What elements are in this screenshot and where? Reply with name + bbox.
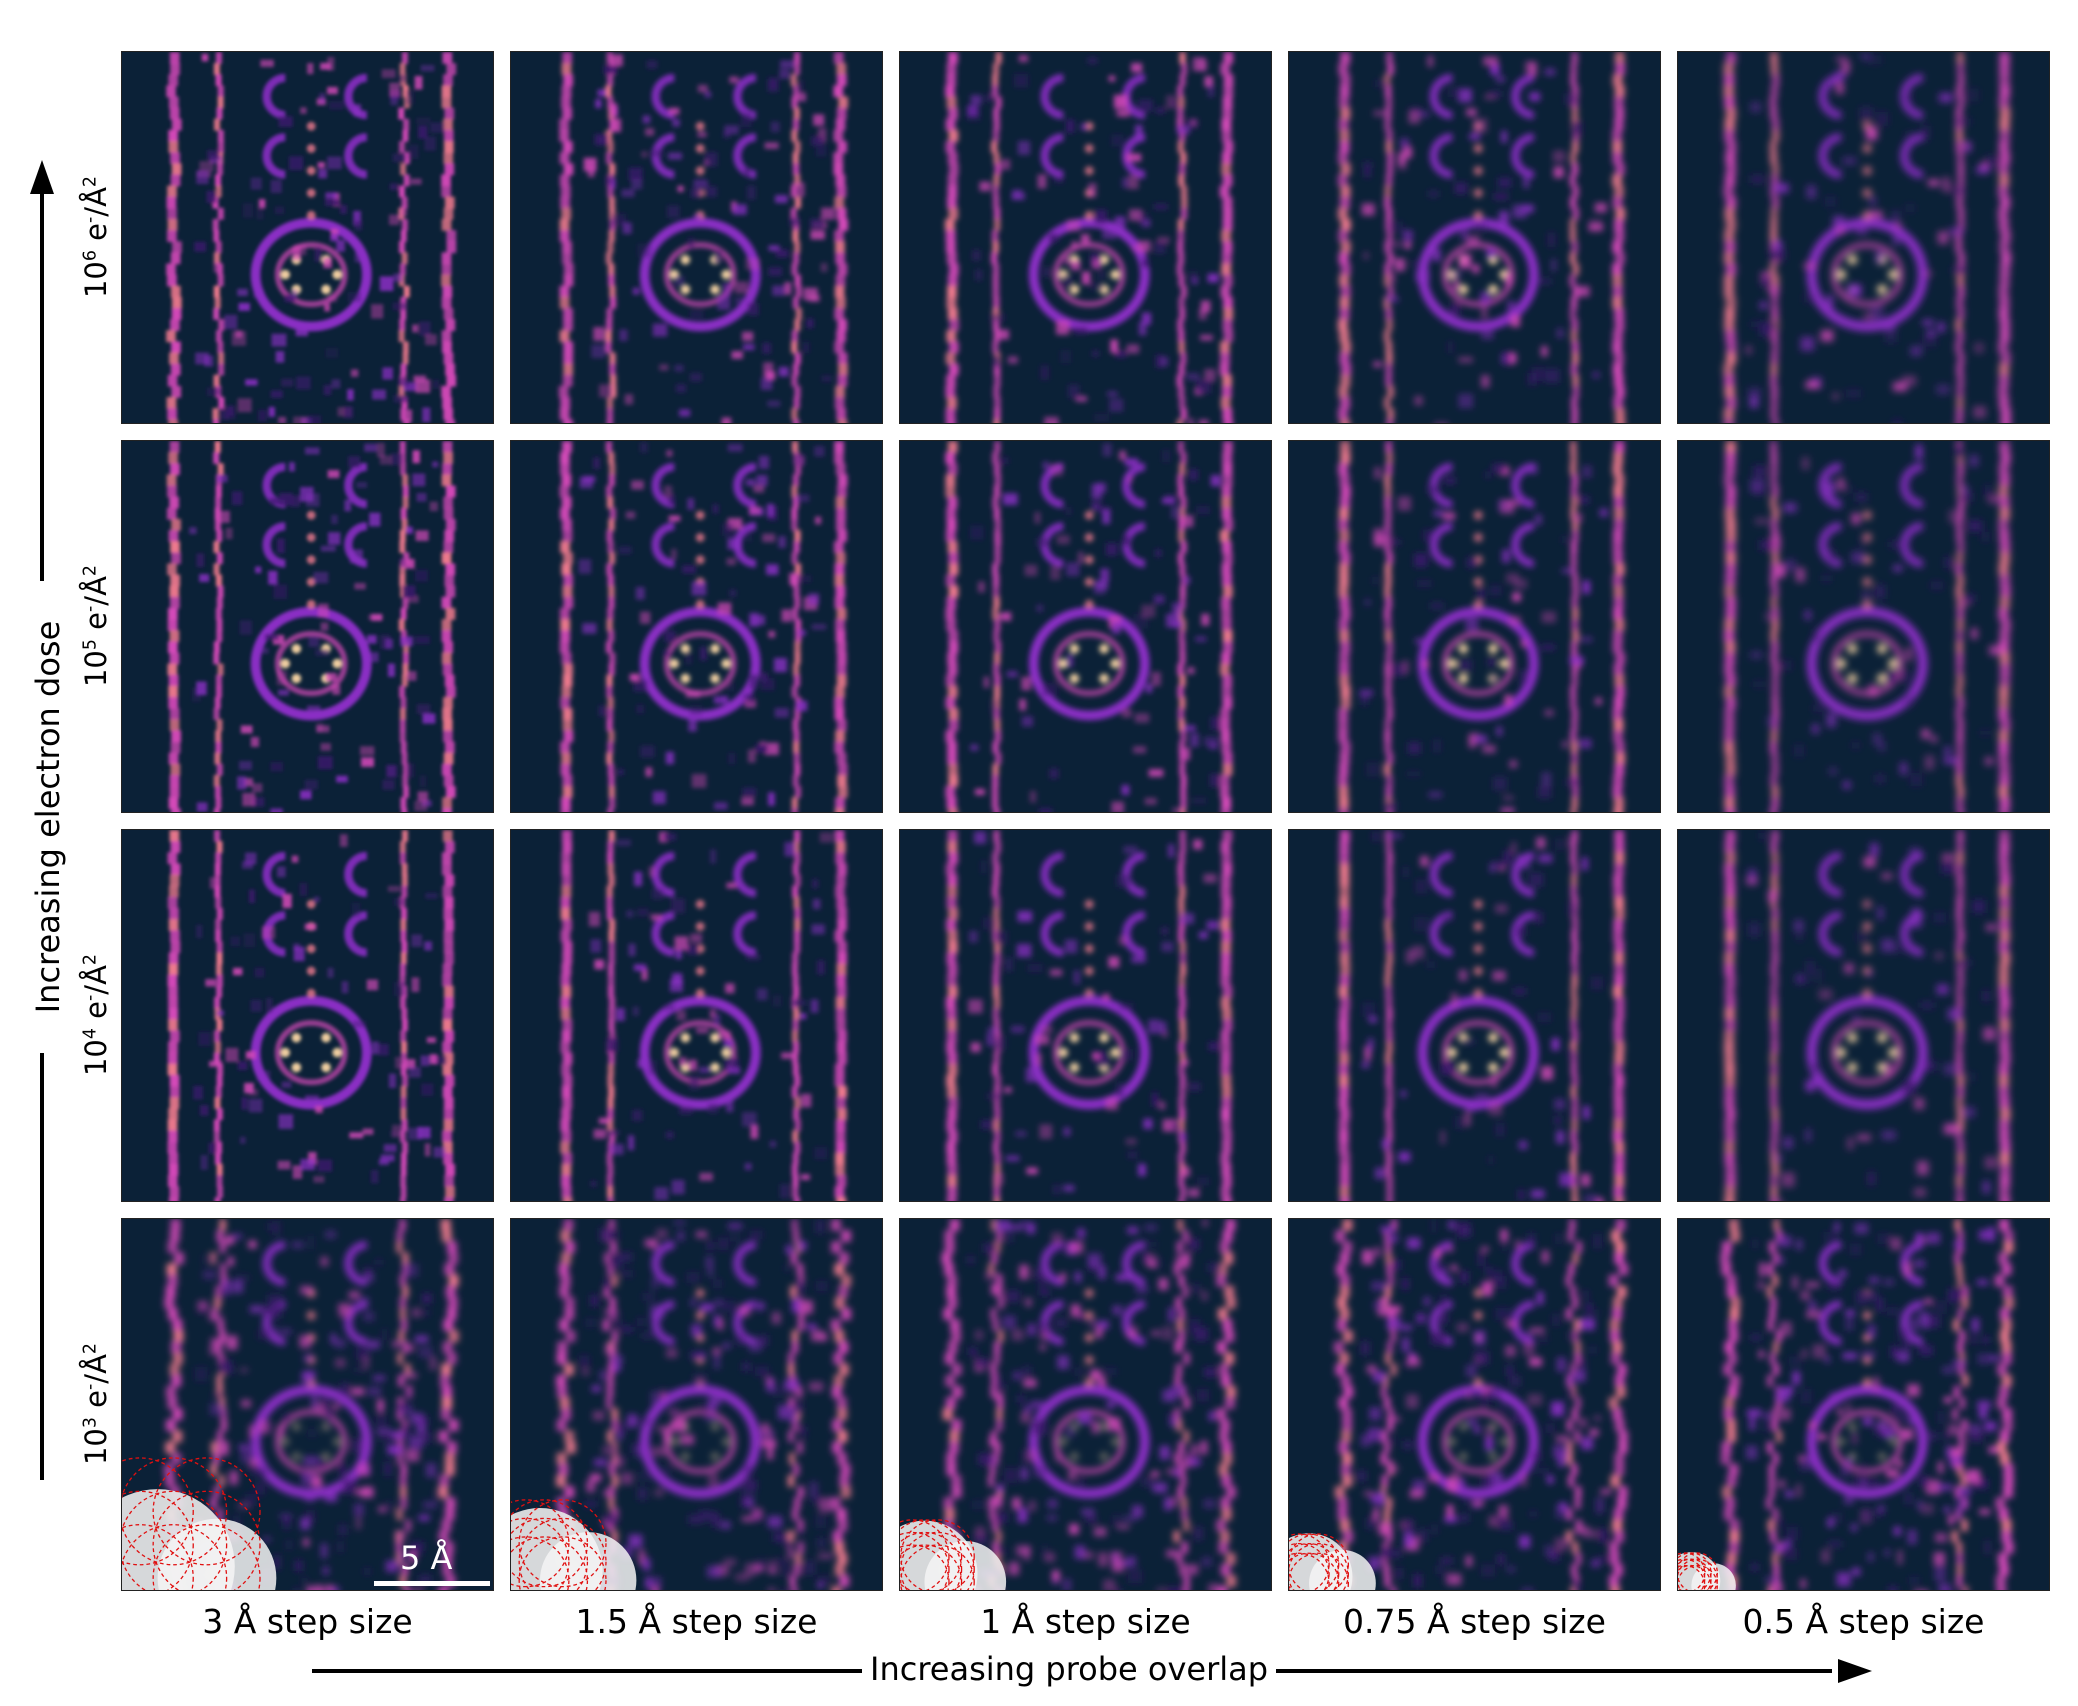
step-size-label-1: 3 Å step size [202,1602,413,1641]
dose-label-row-3: 104 e-/Å2 [79,953,113,1076]
scale-bar-label: 5 Å [400,1539,453,1577]
ptycho-panel-r1-c4 [1288,51,1661,424]
reconstruction-image [1678,1219,2049,1590]
reconstruction-image [900,830,1271,1201]
ptycho-panel-r2-c4 [1288,440,1661,813]
dose-label-row-2: 105 e-/Å2 [79,564,113,687]
reconstruction-image [511,1219,882,1590]
ptycho-panel-r4-c2 [510,1218,883,1591]
reconstruction-image [900,52,1271,423]
reconstruction-image [511,52,882,423]
step-size-label-3: 1 Å step size [980,1602,1191,1641]
dose-axis-label: Increasing electron dose [29,581,67,1053]
ptycho-panel-r4-c1: 5 Å [121,1218,494,1591]
ptycho-panel-r2-c3 [899,440,1272,813]
ptycho-panel-r4-c5 [1677,1218,2050,1591]
probe-overlay [1678,1552,1736,1590]
ptycho-panel-r4-c4 [1288,1218,1661,1591]
ptycho-panel-r3-c5 [1677,829,2050,1202]
scale-bar [374,1581,490,1586]
ptycho-panel-r2-c2 [510,440,883,813]
reconstruction-image [511,441,882,812]
probe-overlay [122,1457,277,1590]
ptycho-panel-r1-c2 [510,51,883,424]
probe-overlay [511,1499,637,1590]
ptycho-panel-r1-c3 [899,51,1272,424]
step-size-label-2: 1.5 Å step size [575,1602,818,1641]
reconstruction-image [122,1219,493,1590]
reconstruction-image [1678,441,2049,812]
ptycho-panel-r1-c1 [121,51,494,424]
step-size-label-5: 0.5 Å step size [1742,1602,1985,1641]
ptycho-panel-r3-c1 [121,829,494,1202]
reconstruction-image [1678,52,2049,423]
probe-overlay [900,1519,1007,1590]
reconstruction-image [1678,830,2049,1201]
ptycho-panel-r4-c3 [899,1218,1272,1591]
reconstruction-image [900,441,1271,812]
ptycho-panel-r3-c3 [899,829,1272,1202]
reconstruction-image [122,830,493,1201]
reconstruction-image [900,1219,1271,1590]
step-size-label-4: 0.75 Å step size [1343,1602,1606,1641]
reconstruction-image [122,441,493,812]
reconstruction-image [511,830,882,1201]
ptycho-panel-r3-c4 [1288,829,1661,1202]
overlap-axis-label: Increasing probe overlap [862,1650,1277,1688]
dose-label-row-4: 103 e-/Å2 [79,1342,113,1465]
ptycho-panel-r2-c1 [121,440,494,813]
dose-label-row-1: 106 e-/Å2 [79,175,113,298]
reconstruction-image [1289,1219,1660,1590]
ptycho-panel-r2-c5 [1677,440,2050,813]
probe-overlay [1289,1533,1376,1590]
reconstruction-image [122,52,493,423]
ptycho-panel-r1-c5 [1677,51,2050,424]
reconstruction-image [1289,830,1660,1201]
reconstruction-image [1289,52,1660,423]
reconstruction-image [1289,441,1660,812]
ptycho-panel-r3-c2 [510,829,883,1202]
